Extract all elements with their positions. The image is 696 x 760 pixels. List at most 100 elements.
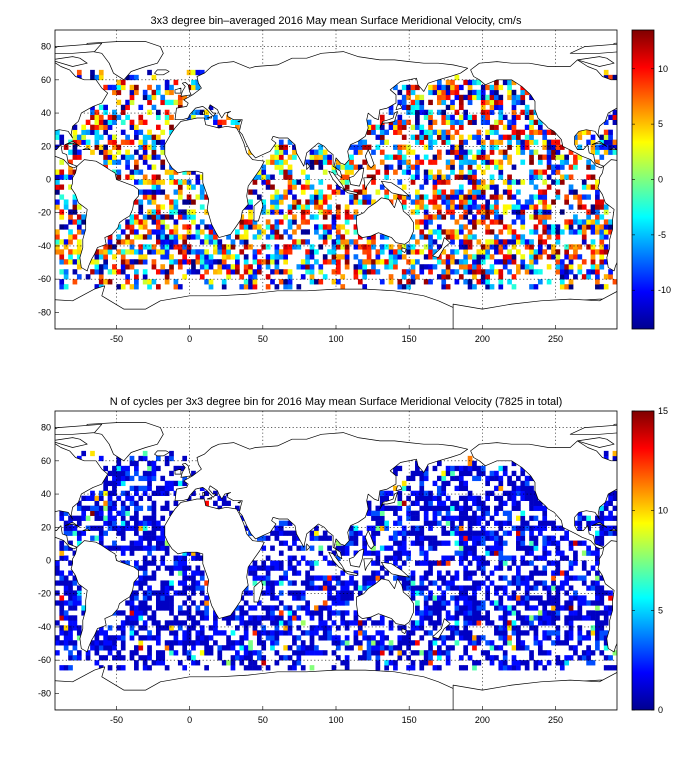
heatmap-cell [336, 244, 341, 250]
heatmap-cell [94, 515, 100, 521]
heatmap-cell [63, 610, 69, 616]
heatmap-cell [331, 219, 337, 225]
heatmap-cell [428, 560, 433, 566]
heatmap-cell [76, 650, 82, 656]
heatmap-cell [134, 124, 139, 130]
heatmap-cell [94, 144, 100, 150]
heatmap-cell [595, 575, 600, 581]
heatmap-cell [463, 540, 469, 546]
heatmap-cell [428, 580, 433, 586]
heatmap-cell [419, 580, 425, 586]
heatmap-cell [397, 465, 403, 472]
heatmap-cell [112, 540, 117, 546]
heatmap-cell [256, 249, 262, 255]
heatmap-cell [507, 84, 512, 91]
heatmap-cell [401, 169, 407, 175]
heatmap-cell [147, 590, 152, 596]
heatmap-cell [68, 249, 73, 255]
heatmap-cell [85, 139, 91, 145]
heatmap-cell [287, 234, 293, 240]
heatmap-cell [353, 610, 359, 616]
heatmap-cell [480, 540, 486, 546]
heatmap-cell [485, 154, 490, 160]
heatmap-cell [555, 269, 561, 275]
heatmap-cell [151, 610, 157, 616]
heatmap-cell [103, 129, 108, 135]
heatmap-cell [63, 284, 69, 290]
heatmap-cell [595, 530, 600, 536]
heatmap-cell [204, 615, 209, 621]
heatmap-cell [120, 229, 126, 235]
heatmap-cell [599, 610, 605, 616]
heatmap-cell [406, 555, 411, 561]
heatmap-cell [76, 600, 82, 606]
heatmap-cell [415, 104, 420, 111]
heatmap-cell [195, 109, 201, 116]
heatmap-cell [186, 259, 192, 265]
heatmap-cell [182, 249, 188, 255]
heatmap-cell [559, 174, 565, 180]
heatmap-cell [239, 620, 245, 626]
heatmap-cell [120, 249, 126, 255]
heatmap-cell [120, 470, 126, 477]
heatmap-cell [265, 244, 271, 250]
heatmap-cell [155, 189, 161, 195]
heatmap-cell [410, 660, 416, 666]
heatmap-cell [230, 615, 236, 621]
heatmap-cell [524, 89, 530, 96]
heatmap-cell [529, 560, 534, 566]
heatmap-cell [98, 114, 104, 120]
heatmap-cell [546, 595, 552, 601]
heatmap-cell [568, 204, 574, 210]
colorbar-tick-label: -5 [658, 230, 666, 240]
heatmap-cell [463, 610, 469, 616]
heatmap-cell [129, 495, 135, 501]
heatmap-cell [344, 179, 350, 185]
heatmap-cell [608, 149, 613, 155]
heatmap-cell [265, 610, 271, 616]
heatmap-cell [428, 605, 433, 611]
heatmap-cell [603, 620, 609, 626]
heatmap-cell [595, 630, 600, 636]
heatmap-cell [559, 640, 565, 646]
heatmap-cell [296, 545, 302, 551]
heatmap-cell [441, 214, 447, 220]
heatmap-cell [362, 635, 368, 641]
heatmap-cell [494, 495, 499, 501]
heatmap-cell [327, 229, 332, 235]
heatmap-cell [248, 590, 253, 596]
heatmap-cell [327, 580, 332, 586]
heatmap-cell [318, 545, 324, 551]
heatmap-cell [327, 535, 332, 541]
heatmap-cell [371, 650, 376, 656]
heatmap-cell [129, 224, 135, 230]
heatmap-cell [362, 585, 368, 591]
heatmap-cell [485, 620, 490, 626]
heatmap-cell [160, 179, 166, 185]
heatmap-cell [147, 485, 152, 492]
heatmap-cell [489, 179, 495, 185]
heatmap-cell [599, 540, 605, 546]
heatmap-cell [151, 209, 157, 215]
heatmap-cell [309, 580, 315, 586]
heatmap-cell [436, 610, 442, 616]
heatmap-cell [195, 570, 201, 576]
heatmap-cell [445, 139, 451, 145]
heatmap-cell [450, 525, 455, 531]
heatmap-cell [428, 144, 433, 150]
heatmap-cell [371, 545, 376, 551]
heatmap-cell [98, 505, 104, 511]
heatmap-cell [208, 224, 214, 230]
heatmap-cell [292, 530, 297, 536]
heatmap-cell [112, 635, 117, 641]
heatmap-cell [410, 620, 416, 626]
heatmap-cell [603, 139, 609, 145]
heatmap-cell [318, 144, 324, 150]
heatmap-cell [467, 525, 473, 531]
velocity-map-coastlines [55, 41, 617, 329]
heatmap-cell [397, 154, 403, 160]
heatmap-cell [516, 485, 521, 492]
heatmap-cell [138, 129, 144, 135]
heatmap-cell [472, 500, 477, 506]
heatmap-cell [476, 500, 482, 506]
